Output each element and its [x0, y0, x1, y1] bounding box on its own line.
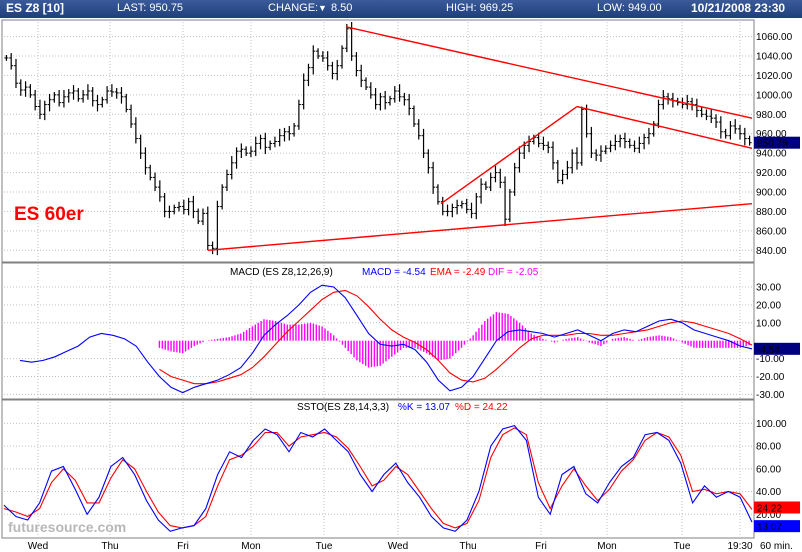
ssto-legend-d: %D = 24.22	[455, 402, 508, 413]
macd-lines	[19, 284, 753, 394]
ssto-y-axis: 20.00 40.00 60.00 80.00 100.00 24.22 13.07	[754, 419, 800, 533]
y-tick-label: 20.00	[756, 510, 781, 521]
trendline	[207, 202, 753, 251]
trendline	[576, 105, 753, 149]
chart-header: ES Z8 [10] LAST: 950.75 CHANGE: ▼ 8.50 H…	[0, 0, 802, 18]
x-tick-label: Mon	[597, 541, 616, 552]
y-tick-label: 60.00	[756, 464, 781, 475]
symbol-label: ES Z8 [10]	[6, 1, 65, 15]
ssto-d-tag-bg	[754, 501, 800, 514]
x-tick-label: Fri	[177, 541, 189, 552]
y-tick-label: 1060.00	[756, 32, 793, 43]
ssto-panel-frame	[1, 399, 755, 539]
last-price-tag: 950.75	[757, 139, 788, 150]
macd-panel: MACD (ES Z8,12,26,9) MACD = -4.54 EMA = …	[1, 262, 800, 401]
y-tick-label: 40.00	[756, 487, 781, 498]
y-tick-label: 840.00	[756, 246, 787, 257]
y-tick-label: 960.00	[756, 129, 787, 140]
change-value: 8.50	[331, 2, 353, 14]
ssto-panel: SSTO(ES Z8,14,3,3) %K = 13.07 %D = 24.22…	[1, 399, 800, 539]
y-tick-label: 80.00	[756, 442, 781, 453]
macd-legend-ema: EMA = -2.49	[430, 267, 486, 278]
y-tick-label: 100.00	[756, 419, 787, 430]
price-panel-frame	[1, 19, 755, 263]
y-tick-label: 980.00	[756, 110, 787, 121]
y-tick-label: 920.00	[756, 168, 787, 179]
y-tick-label: 900.00	[756, 188, 787, 199]
ssto-k-tag: 13.07	[757, 522, 782, 533]
ssto-title: SSTO(ES Z8,14,3,3) %K = 13.07 %D = 24.22	[297, 402, 508, 413]
watermark: futuresource.com	[8, 519, 126, 535]
x-tick-label: Fri	[535, 541, 547, 552]
macd-title: MACD (ES Z8,12,26,9) MACD = -4.54 EMA = …	[230, 267, 539, 278]
trendline	[440, 105, 578, 205]
ssto-title-text: SSTO(ES Z8,14,3,3)	[297, 402, 389, 413]
x-axis: 60 min. Wed Thu Fri Mon Tue Wed Thu Fri Mon Tue 19…	[28, 541, 793, 552]
x-tick-label: Thu	[101, 541, 118, 552]
macd-y-axis: -30.00 -20.00 -10.00 10.00 20.00 30.00 -4.54	[754, 282, 800, 401]
y-tick-label: 1020.00	[756, 71, 793, 82]
x-axis-unit: 60 min.	[760, 541, 793, 552]
macd-value-tag-bg	[754, 342, 800, 355]
ssto-k-line	[3, 424, 753, 532]
y-tick-label: -30.00	[756, 390, 785, 401]
macd-title-text: MACD (ES Z8,12,26,9)	[230, 267, 333, 278]
price-panel: ES 60er 840.00 860.00 880.00 900.00 920.00 94…	[1, 19, 800, 263]
y-tick-label: 30.00	[756, 282, 781, 293]
chart-canvas: ES 60er 840.00 860.00 880.00 900.00 920.00 94…	[1, 19, 800, 552]
price-y-axis: 840.00 860.00 880.00 900.00 920.00 940.00 960.…	[754, 32, 800, 257]
trendline	[345, 26, 753, 119]
ssto-d-tag: 24.22	[757, 503, 782, 514]
ssto-lines	[3, 424, 753, 532]
x-tick-label: 19:30	[727, 541, 752, 552]
x-tick-label: Thu	[459, 541, 476, 552]
macd-legend-macd: MACD = -4.54	[362, 267, 426, 278]
trendlines	[207, 26, 753, 251]
y-tick-label: 10.00	[756, 318, 781, 329]
y-tick-label: 1040.00	[756, 52, 793, 63]
grid-lines	[4, 22, 752, 537]
datetime-label: 10/21/2008 23:30	[691, 1, 786, 15]
macd-legend-dif: DIF = -2.05	[488, 267, 539, 278]
y-tick-label: 1000.00	[756, 90, 793, 101]
chart-annotation: ES 60er	[14, 204, 84, 225]
macd-value-tag: -4.54	[757, 345, 780, 356]
x-tick-label: Mon	[241, 541, 260, 552]
price-bars	[4, 22, 752, 256]
ssto-k-tag-bg	[754, 520, 800, 533]
change-down-arrow-icon: ▼	[318, 3, 327, 13]
y-tick-label: 940.00	[756, 149, 787, 160]
last-price-tag-bg	[754, 136, 800, 149]
y-tick-label: -10.00	[756, 354, 785, 365]
last-price-label: LAST: 950.75	[117, 2, 184, 14]
ssto-legend-k: %K = 13.07	[398, 402, 450, 413]
ssto-d-line	[3, 427, 753, 529]
y-tick-label: 20.00	[756, 300, 781, 311]
y-tick-label: -20.00	[756, 372, 785, 383]
x-tick-label: Wed	[28, 541, 48, 552]
macd-line	[19, 284, 753, 394]
macd-ema-line	[159, 289, 753, 385]
y-tick-label: 880.00	[756, 207, 787, 218]
macd-panel-frame	[1, 262, 755, 400]
x-tick-label: Tue	[316, 541, 333, 552]
y-tick-label: 860.00	[756, 226, 787, 237]
x-tick-label: Wed	[388, 541, 408, 552]
change-label: CHANGE:	[268, 2, 319, 14]
low-label: LOW: 949.00	[597, 2, 662, 14]
x-tick-label: Tue	[674, 541, 691, 552]
high-label: HIGH: 969.25	[446, 2, 514, 14]
